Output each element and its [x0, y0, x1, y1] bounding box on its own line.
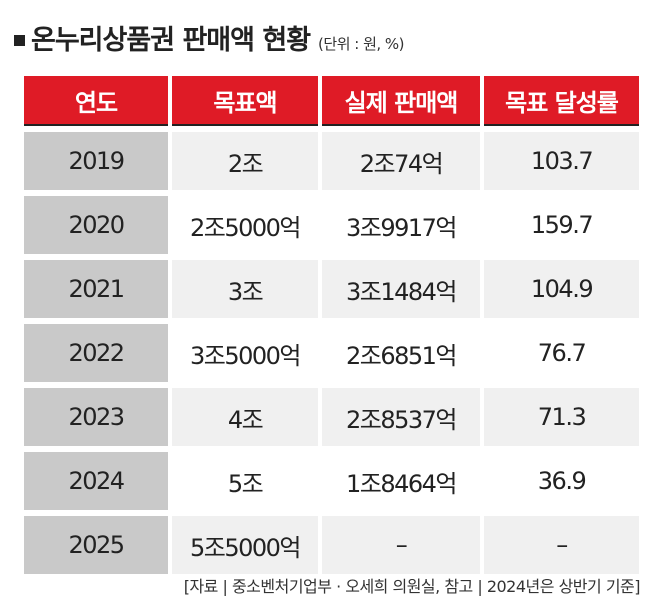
- square-bullet-icon: [14, 35, 25, 46]
- header-year: 연도: [24, 76, 168, 126]
- target-cell: 4조: [172, 388, 318, 446]
- target-cell: 3조: [172, 260, 318, 318]
- rate-cell: 71.3: [484, 388, 639, 446]
- year-cell: 2024: [24, 452, 168, 510]
- unit-note: (단위 : 원, %): [318, 35, 405, 53]
- rate-cell: 104.9: [484, 260, 639, 318]
- target-cell: 5조5000억: [172, 516, 318, 574]
- header-target: 목표액: [172, 76, 318, 126]
- target-cell: 2조5000억: [172, 196, 318, 254]
- year-cell: 2020: [24, 196, 168, 254]
- actual-cell: 2조74억: [322, 132, 480, 190]
- title-row: 온누리상품권 판매액 현황 (단위 : 원, %): [14, 18, 405, 57]
- year-cell: 2019: [24, 132, 168, 190]
- year-cell: 2021: [24, 260, 168, 318]
- rate-cell: 159.7: [484, 196, 639, 254]
- rate-cell: 103.7: [484, 132, 639, 190]
- actual-cell: 3조1484억: [322, 260, 480, 318]
- rate-cell: 36.9: [484, 452, 639, 510]
- page-title: 온누리상품권 판매액 현황: [31, 25, 311, 56]
- sales-table: 연도 목표액 실제 판매액 목표 달성률 2019 2조 2조74억 103.7…: [24, 76, 639, 574]
- actual-cell: 2조8537억: [322, 388, 480, 446]
- target-cell: 3조5000억: [172, 324, 318, 382]
- actual-cell: 3조9917억: [322, 196, 480, 254]
- header-actual: 실제 판매액: [322, 76, 480, 126]
- target-cell: 5조: [172, 452, 318, 510]
- source-note: [자료 | 중소벤처기업부 · 오세희 의원실, 참고 | 2024년은 상반기…: [183, 577, 641, 596]
- rate-cell: –: [484, 516, 639, 574]
- year-cell: 2022: [24, 324, 168, 382]
- header-rate: 목표 달성률: [484, 76, 639, 126]
- target-cell: 2조: [172, 132, 318, 190]
- year-cell: 2023: [24, 388, 168, 446]
- actual-cell: –: [322, 516, 480, 574]
- actual-cell: 1조8464억: [322, 452, 480, 510]
- rate-cell: 76.7: [484, 324, 639, 382]
- actual-cell: 2조6851억: [322, 324, 480, 382]
- year-cell: 2025: [24, 516, 168, 574]
